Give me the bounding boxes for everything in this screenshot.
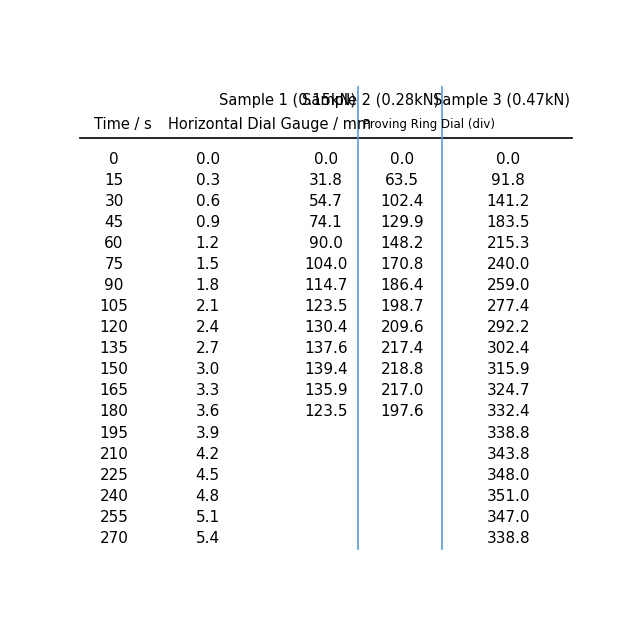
Text: 90: 90 — [104, 278, 123, 293]
Text: 0.6: 0.6 — [195, 194, 220, 209]
Text: 198.7: 198.7 — [380, 299, 424, 314]
Text: 259.0: 259.0 — [487, 278, 530, 293]
Text: Horizontal Dial Gauge / mm: Horizontal Dial Gauge / mm — [168, 118, 371, 132]
Text: Sample 1 (0.15kN): Sample 1 (0.15kN) — [219, 93, 356, 108]
Text: 150: 150 — [100, 363, 128, 378]
Text: 338.8: 338.8 — [487, 531, 530, 545]
Text: 137.6: 137.6 — [304, 341, 348, 356]
Text: 218.8: 218.8 — [381, 363, 424, 378]
Text: 45: 45 — [104, 215, 123, 230]
Text: 240: 240 — [100, 489, 128, 504]
Text: 129.9: 129.9 — [380, 215, 424, 230]
Text: 4.8: 4.8 — [196, 489, 219, 504]
Text: 217.0: 217.0 — [381, 383, 424, 399]
Text: 120: 120 — [100, 320, 128, 335]
Text: 2.7: 2.7 — [196, 341, 219, 356]
Text: 4.5: 4.5 — [196, 468, 219, 483]
Text: 0.9: 0.9 — [195, 215, 220, 230]
Text: 60: 60 — [104, 236, 123, 251]
Text: 3.0: 3.0 — [195, 363, 220, 378]
Text: 3.3: 3.3 — [195, 383, 220, 399]
Text: 348.0: 348.0 — [487, 468, 530, 483]
Text: 338.8: 338.8 — [487, 425, 530, 440]
Text: 0: 0 — [109, 152, 119, 167]
Text: 54.7: 54.7 — [309, 194, 343, 209]
Text: Sample 2 (0.28kN): Sample 2 (0.28kN) — [302, 93, 439, 108]
Text: Time / s: Time / s — [94, 118, 152, 132]
Text: 343.8: 343.8 — [487, 447, 530, 462]
Text: 351.0: 351.0 — [487, 489, 530, 504]
Text: 195: 195 — [99, 425, 128, 440]
Text: 2.4: 2.4 — [196, 320, 219, 335]
Text: 197.6: 197.6 — [380, 404, 424, 419]
Text: 139.4: 139.4 — [304, 363, 348, 378]
Text: 31.8: 31.8 — [309, 173, 343, 188]
Text: 217.4: 217.4 — [381, 341, 424, 356]
Text: 15: 15 — [104, 173, 123, 188]
Text: 209.6: 209.6 — [380, 320, 424, 335]
Text: 186.4: 186.4 — [380, 278, 424, 293]
Text: 105: 105 — [100, 299, 128, 314]
Text: 332.4: 332.4 — [487, 404, 530, 419]
Text: 183.5: 183.5 — [487, 215, 530, 230]
Text: 0.0: 0.0 — [391, 152, 415, 167]
Text: 170.8: 170.8 — [381, 257, 424, 272]
Text: 141.2: 141.2 — [487, 194, 530, 209]
Text: 135: 135 — [99, 341, 128, 356]
Text: 292.2: 292.2 — [487, 320, 530, 335]
Text: 0.0: 0.0 — [496, 152, 520, 167]
Text: 180: 180 — [100, 404, 128, 419]
Text: 270: 270 — [100, 531, 128, 545]
Text: 0.0: 0.0 — [314, 152, 338, 167]
Text: 347.0: 347.0 — [487, 509, 530, 525]
Text: Sample 3 (0.47kN): Sample 3 (0.47kN) — [433, 93, 570, 108]
Text: 148.2: 148.2 — [381, 236, 424, 251]
Text: 91.8: 91.8 — [492, 173, 525, 188]
Text: 225: 225 — [100, 468, 128, 483]
Text: Proving Ring Dial (div): Proving Ring Dial (div) — [363, 118, 495, 131]
Text: 0.3: 0.3 — [195, 173, 220, 188]
Text: 123.5: 123.5 — [304, 404, 348, 419]
Text: 0.0: 0.0 — [196, 152, 219, 167]
Text: 3.9: 3.9 — [195, 425, 220, 440]
Text: 135.9: 135.9 — [304, 383, 348, 399]
Text: 210: 210 — [100, 447, 128, 462]
Text: 123.5: 123.5 — [304, 299, 348, 314]
Text: 302.4: 302.4 — [487, 341, 530, 356]
Text: 1.5: 1.5 — [196, 257, 219, 272]
Text: 2.1: 2.1 — [196, 299, 219, 314]
Text: 1.8: 1.8 — [196, 278, 219, 293]
Text: 315.9: 315.9 — [487, 363, 530, 378]
Text: 104.0: 104.0 — [304, 257, 348, 272]
Text: 277.4: 277.4 — [487, 299, 530, 314]
Text: 130.4: 130.4 — [304, 320, 348, 335]
Text: 90.0: 90.0 — [309, 236, 343, 251]
Text: 240.0: 240.0 — [487, 257, 530, 272]
Text: 114.7: 114.7 — [304, 278, 348, 293]
Text: 324.7: 324.7 — [487, 383, 530, 399]
Text: 102.4: 102.4 — [381, 194, 424, 209]
Text: 165: 165 — [99, 383, 128, 399]
Text: 1.2: 1.2 — [196, 236, 219, 251]
Text: 215.3: 215.3 — [487, 236, 530, 251]
Text: 3.6: 3.6 — [195, 404, 220, 419]
Text: 5.1: 5.1 — [196, 509, 219, 525]
Text: 4.2: 4.2 — [196, 447, 219, 462]
Text: 75: 75 — [104, 257, 123, 272]
Text: 5.4: 5.4 — [196, 531, 219, 545]
Text: 74.1: 74.1 — [309, 215, 343, 230]
Text: 30: 30 — [104, 194, 123, 209]
Text: 255: 255 — [100, 509, 128, 525]
Text: 63.5: 63.5 — [385, 173, 419, 188]
